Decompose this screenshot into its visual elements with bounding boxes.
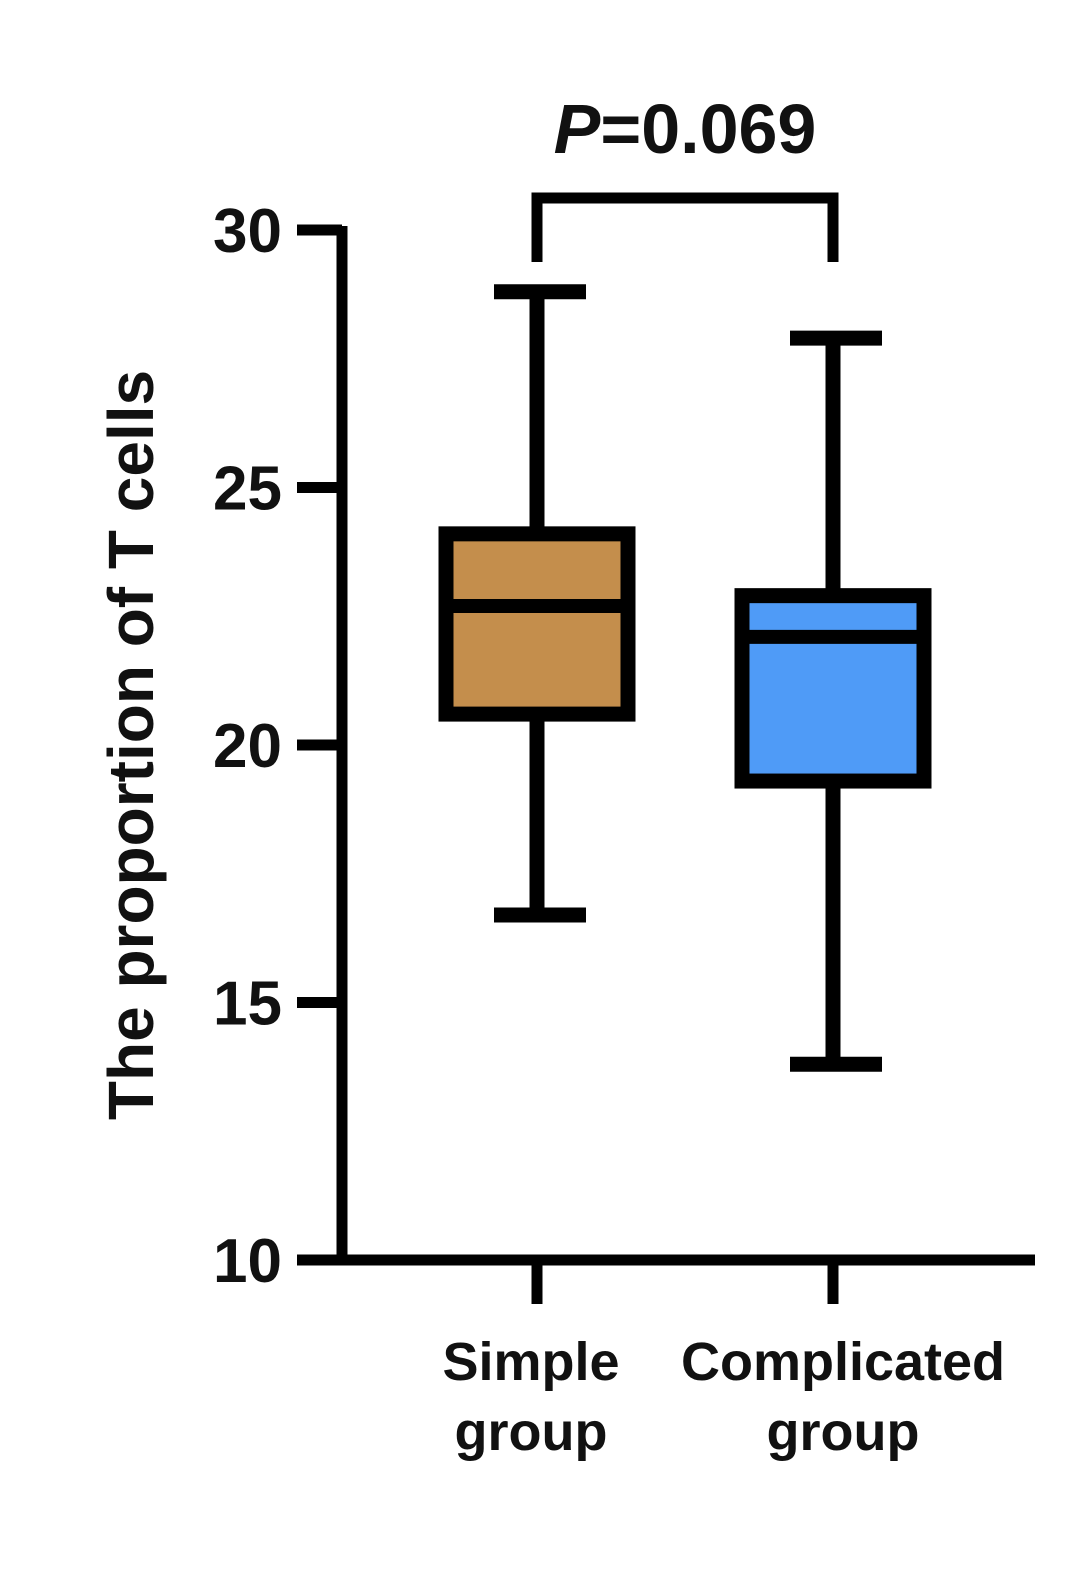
p-value-letter: P (554, 90, 601, 168)
y-tick-label: 10 (213, 1227, 282, 1296)
category-line-2: group (455, 1402, 608, 1462)
x-category-label: Complicated group (681, 1332, 1005, 1462)
iqr-box (734, 588, 932, 789)
y-axis-ticks: 10 15 20 25 30 (213, 197, 342, 1296)
box-group (734, 330, 932, 1072)
y-tick-label: 20 (213, 712, 282, 781)
significance-bracket (531, 192, 839, 262)
y-tick-label: 15 (213, 970, 282, 1039)
category-line-1: Simple (442, 1332, 619, 1392)
boxes-layer (438, 284, 932, 1072)
y-axis-label: The proportion of T cells (95, 370, 167, 1120)
y-tick-label: 25 (213, 455, 282, 524)
box-group (438, 284, 636, 923)
p-value-annotation: P=0.069 (554, 90, 817, 168)
category-line-2: group (767, 1402, 920, 1462)
iqr-box (438, 526, 636, 722)
category-line-1: Complicated (681, 1332, 1005, 1392)
x-category-label: Simple group (442, 1332, 619, 1462)
p-value-text: =0.069 (600, 90, 816, 168)
x-axis-ticks: Simple group Complicated group (442, 1260, 1005, 1462)
y-tick-label: 30 (213, 197, 282, 266)
